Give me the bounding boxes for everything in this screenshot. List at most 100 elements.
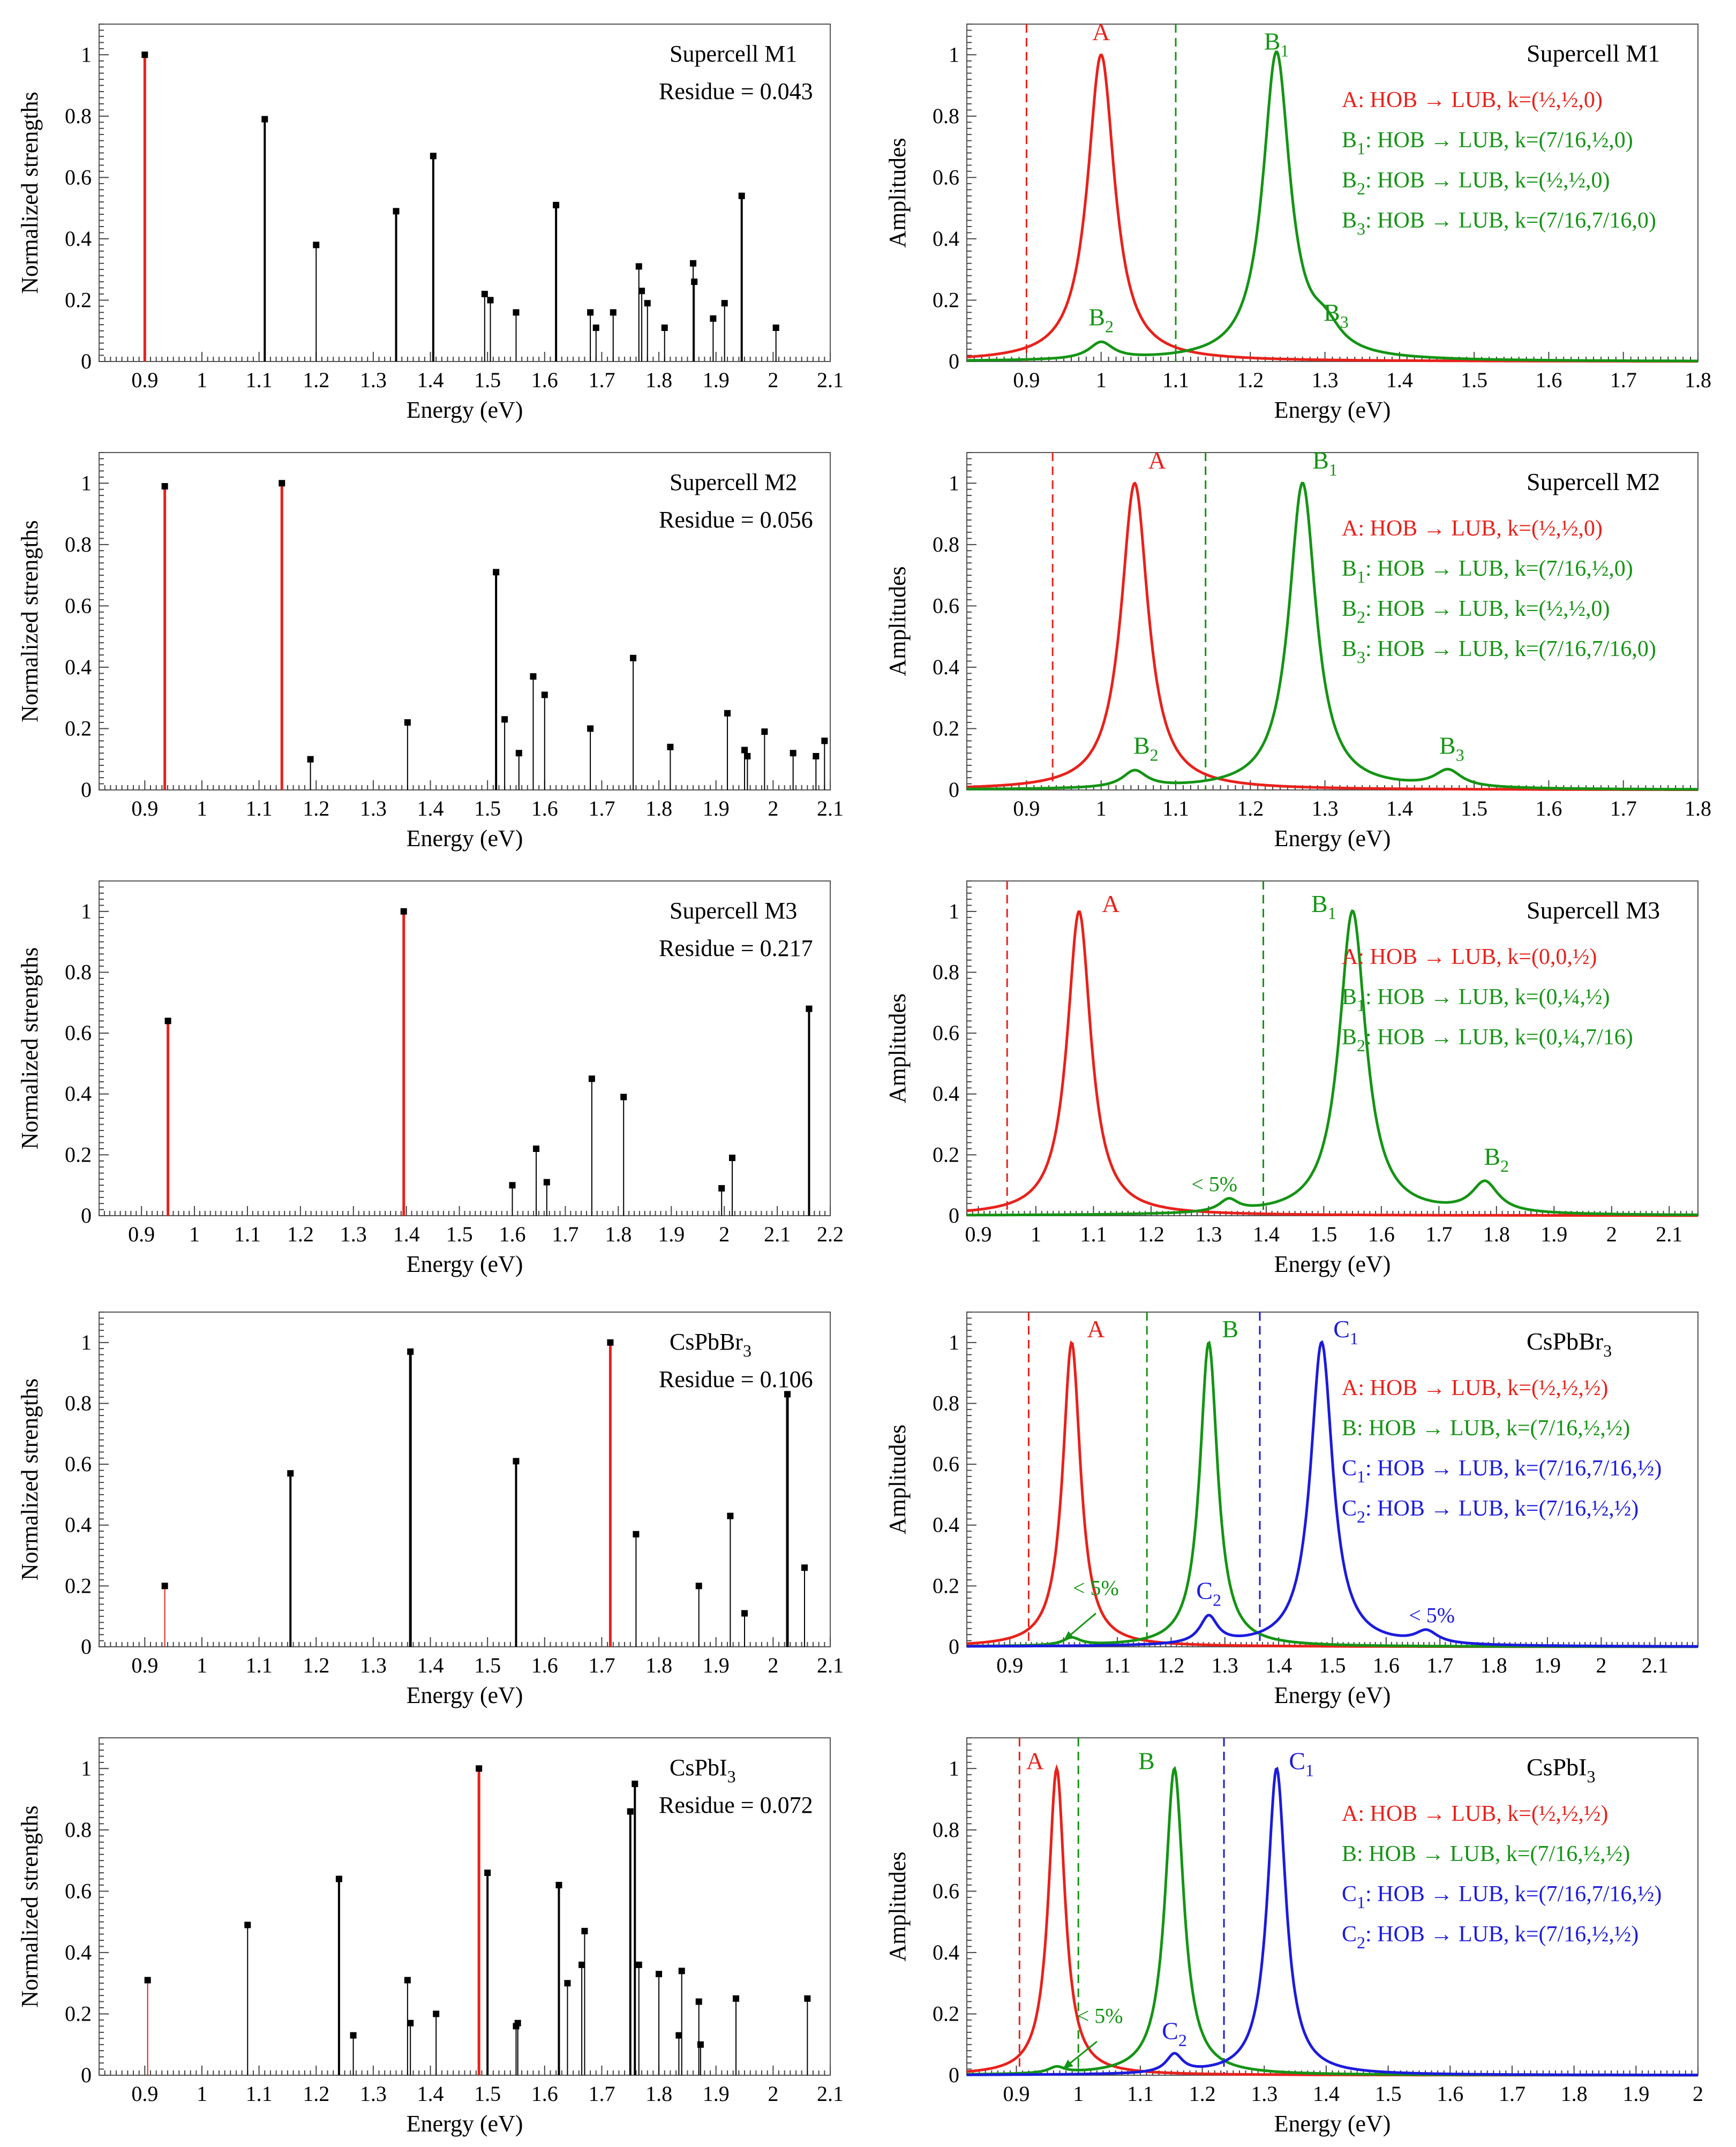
stem-marker [581,1927,588,1934]
stem-marker [509,1182,516,1189]
y-tick-label: 0 [949,349,959,373]
stem-marker [287,1470,294,1477]
stem-marker [164,1018,171,1024]
label-base: A [1092,18,1110,46]
x-tick-label: 1.8 [1483,1222,1510,1246]
legend-text: : HOB → LUB, k=(7/16,½,½) [1365,1496,1639,1521]
stem-marker [588,1075,595,1082]
x-tick-label: 1.5 [446,1222,473,1246]
x-tick-label: 1 [1031,1222,1041,1246]
x-tick-label: 0.9 [131,2082,158,2106]
label-subscript: 2 [1357,1036,1365,1055]
label-base: B [1342,637,1357,661]
stem-marker [244,1922,251,1928]
y-tick-label: 0.4 [933,655,959,679]
y-axis-label: Amplitudes [884,138,911,247]
stem-marker [587,725,594,732]
plot-frame [99,1312,831,1647]
residue-label: Residue = 0.056 [659,507,813,533]
stem-marker [404,1977,411,1984]
y-tick-label: 0.6 [65,593,92,617]
label-subscript: 3 [1340,312,1349,332]
peak-label: B2 [1484,1143,1509,1176]
legend-text: : HOB → LUB, k=(0,¼,½) [1365,985,1610,1010]
label-subscript: 3 [1357,647,1365,667]
x-tick-label: 1.4 [1386,368,1413,392]
x-tick-label: 2.1 [764,1222,791,1246]
label-base: Supercell M1 [1527,40,1660,67]
tick-marks [99,452,831,790]
x-tick-label: 1.6 [1368,1222,1395,1246]
label-subscript: 3 [1456,745,1464,765]
x-tick-label: 1.9 [658,1222,685,1246]
y-tick-label: 0.4 [933,1082,959,1106]
x-tick-label: 1.4 [417,796,444,820]
plot-frame [99,24,831,362]
panel-M2-amplitudes: 0.9 1 1.1 1.2 1.3 1.4 1.5 1.6 1.7 1.8 0 0.2 0.4 0.6 0.… [884,447,1711,852]
label-base: B [1342,1025,1357,1050]
stem-marker [667,743,674,750]
arrow-head [1063,2059,1073,2069]
stem-marker [261,116,268,123]
stem-marker [741,747,748,754]
x-tick-label: 2.2 [817,1222,844,1246]
y-tick-label: 0.8 [933,960,959,984]
peak-label: A [1102,890,1119,917]
axis-ticks [966,452,1699,790]
label-base: B [1311,890,1328,917]
label-subscript: 3 [1587,1767,1595,1786]
panel-CsPbBr3-amplitudes: 0.9 1 1.1 1.2 1.3 1.4 1.5 1.6 1.7 1.8 1.9 2 2.1 0 0.2 0… [884,1312,1699,1708]
x-tick-label: 0.9 [1003,2082,1030,2106]
x-tick-label: 1.7 [588,2082,615,2106]
label-base: B [1324,299,1340,326]
stem-marker [484,1870,491,1876]
stem-marker [501,716,508,723]
y-tick-label: 0.6 [65,1879,92,1903]
stem-marker [729,1155,736,1162]
y-tick-label: 0.8 [65,1391,92,1415]
label-base: Supercell M1 [670,41,797,67]
x-tick-label: 1.3 [360,1653,387,1677]
stem-marker [633,1531,640,1538]
x-tick-label: 1.7 [588,796,615,820]
y-tick-label: 0.4 [65,1940,92,1964]
legend-text: : HOB → LUB, k=(7/16,7/16,½) [1365,1882,1662,1907]
label-base: A [1102,890,1119,917]
x-tick-label: 2.1 [1656,1222,1682,1246]
tick-marks [99,1737,831,2076]
stem-marker [541,691,548,698]
peak-label: A [1092,18,1110,46]
y-tick-label: 0.4 [65,1513,92,1537]
y-tick-label: 0.6 [933,1879,959,1903]
x-tick-label: 1.6 [531,368,558,392]
stem-marker [630,654,637,661]
label-subscript: 2 [1150,745,1159,765]
x-axis-label: Energy (eV) [1274,825,1391,852]
y-tick-label: 1 [949,42,959,66]
stem-marker [515,750,522,757]
y-tick-label: 0.6 [65,165,92,189]
label-base: A [1342,516,1358,541]
x-tick-label: 1.4 [417,2082,444,2106]
legend-text: : HOB → LUB, k=(7/16,½,0) [1365,556,1633,581]
x-axis-label: Energy (eV) [407,1682,523,1708]
stem-marker [741,1610,748,1617]
y-axis-label: Normalized strengths [17,1378,43,1581]
x-tick-label: 1 [1058,1653,1069,1677]
stem-marker [533,1146,540,1152]
panel-title: Supercell M1 [670,41,797,67]
label-base: B [1342,985,1357,1010]
peak-label: B2 [1088,304,1114,336]
x-axis-label: Energy (eV) [407,397,523,423]
x-tick-label: 1.2 [1237,796,1264,820]
stem-marker [710,315,717,322]
peak-label: C2 [1196,1577,1221,1609]
label-subscript: 1 [1329,460,1337,479]
x-tick-label: 1.5 [1461,368,1487,392]
legend-entry: B: HOB → LUB, k=(7/16,½,½) [1342,1416,1630,1441]
legend-text: : HOB → LUB, k=(0,¼,7/16) [1365,1025,1633,1050]
plot-frame [99,452,831,790]
x-tick-label: 1.5 [1375,2082,1402,2106]
label-subscript: 3 [743,1341,751,1360]
